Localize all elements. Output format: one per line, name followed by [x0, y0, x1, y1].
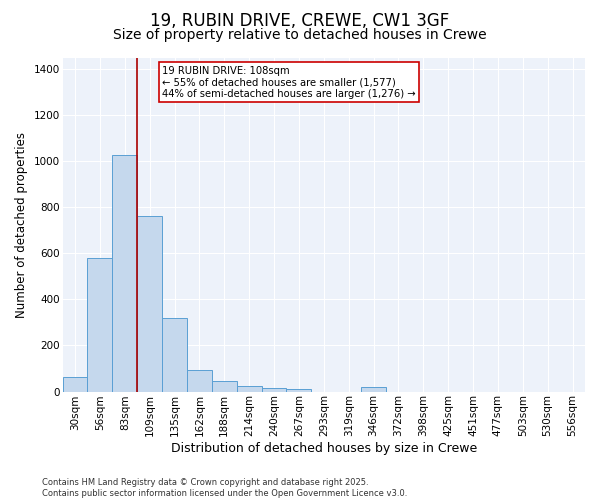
Bar	[361, 388, 386, 392]
Bar	[88, 258, 112, 392]
Text: 19, RUBIN DRIVE, CREWE, CW1 3GF: 19, RUBIN DRIVE, CREWE, CW1 3GF	[151, 12, 449, 30]
Text: Size of property relative to detached houses in Crewe: Size of property relative to detached ho…	[113, 28, 487, 42]
Bar	[262, 388, 286, 392]
Bar	[187, 370, 212, 392]
X-axis label: Distribution of detached houses by size in Crewe: Distribution of detached houses by size …	[170, 442, 477, 455]
Y-axis label: Number of detached properties: Number of detached properties	[15, 132, 28, 318]
Bar	[162, 318, 187, 392]
Bar	[112, 156, 137, 392]
Bar	[237, 386, 262, 392]
Bar	[286, 389, 311, 392]
Bar	[62, 376, 88, 392]
Text: Contains HM Land Registry data © Crown copyright and database right 2025.
Contai: Contains HM Land Registry data © Crown c…	[42, 478, 407, 498]
Bar	[212, 381, 237, 392]
Text: 19 RUBIN DRIVE: 108sqm
← 55% of detached houses are smaller (1,577)
44% of semi-: 19 RUBIN DRIVE: 108sqm ← 55% of detached…	[162, 66, 416, 99]
Bar	[137, 216, 162, 392]
